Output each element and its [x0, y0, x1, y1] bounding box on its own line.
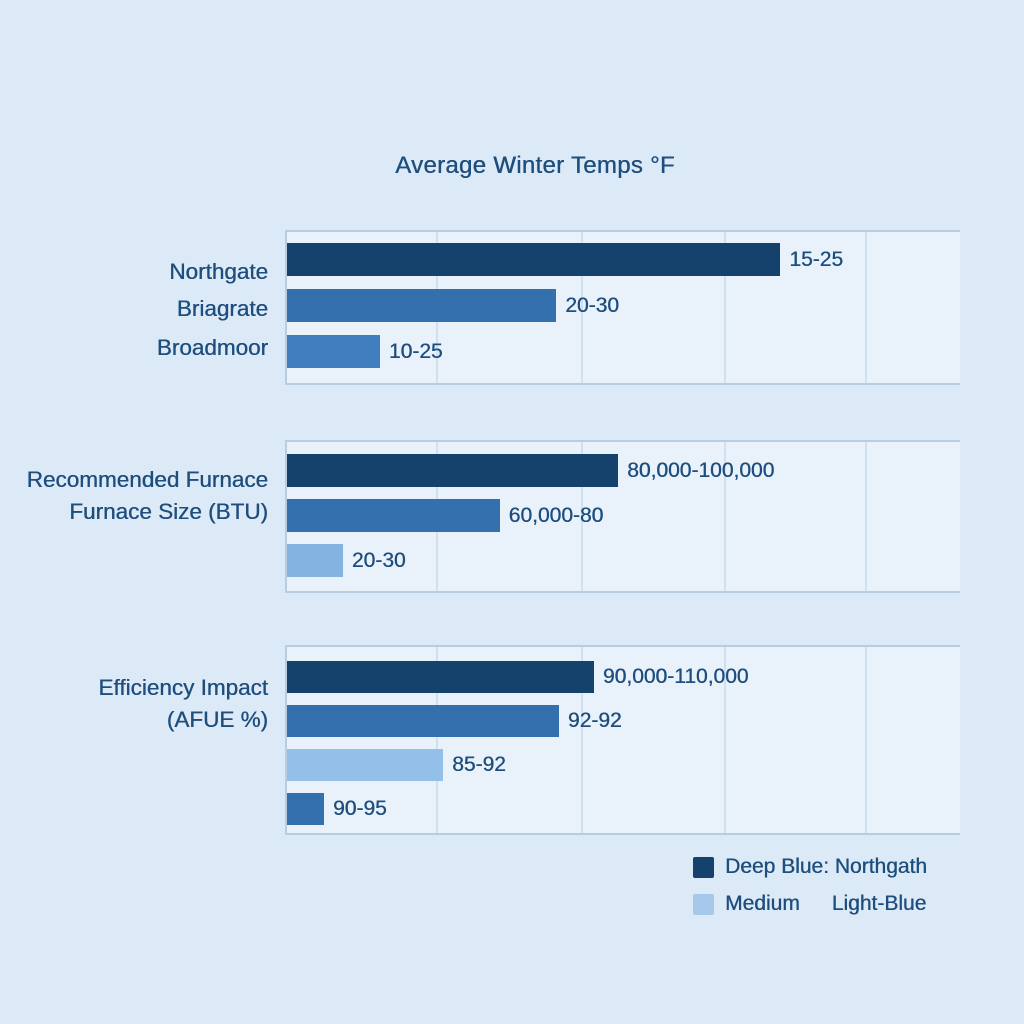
- bar-row: 10-25: [287, 335, 960, 368]
- legend-item-label: Medium: [725, 892, 800, 915]
- bar-row: 15-25: [287, 243, 960, 276]
- bar-row: 20-30: [287, 544, 960, 577]
- legend-row: Deep Blue: Northgath: [693, 855, 927, 879]
- plot-area-1: 15-25 20-30 10-25: [285, 230, 960, 385]
- gridline: [865, 232, 868, 383]
- bar-row: 80,000-100,000: [287, 454, 960, 487]
- bar-value-label: 90,000-110,000: [602, 665, 749, 688]
- bar-value-label: 60,000-80: [508, 503, 604, 527]
- bar-rows: 90,000-110,000 92-92 85-92 90-95: [287, 647, 960, 825]
- section-label-line: Furnace Size (BTU): [69, 499, 268, 524]
- bar: [287, 544, 343, 577]
- gridline: [581, 232, 584, 383]
- bar: [287, 289, 557, 322]
- bar-value-label: 92-92: [567, 709, 622, 732]
- bar-row: 90-95: [287, 793, 960, 825]
- bar: [287, 661, 594, 693]
- bar: [287, 749, 444, 781]
- bar-value-label: 90-95: [333, 797, 387, 820]
- bar-row: 92-92: [287, 705, 960, 737]
- bar-value-label: 20-30: [565, 293, 619, 317]
- legend: Deep Blue: Northgath Medium Light-Blue: [693, 855, 927, 916]
- bar: [287, 243, 781, 276]
- bar: [287, 705, 559, 737]
- gridline: [723, 232, 726, 383]
- legend-swatch: [693, 856, 714, 878]
- bar-value-label: 80,000-100,000: [627, 458, 775, 482]
- gridline: [723, 647, 726, 833]
- bar-rows: 80,000-100,000 60,000-80 20-30: [287, 442, 960, 577]
- chart-title: Average Winter Temps °F: [395, 152, 675, 179]
- section-label: Efficiency Impact (AFUE %): [98, 672, 268, 736]
- bar-value-label: 85-92: [452, 753, 506, 776]
- legend-row: Medium Light-Blue: [693, 892, 927, 916]
- row-label: Broadmoor: [156, 335, 268, 360]
- section-label: Recommended Furnace Furnace Size (BTU): [27, 464, 268, 528]
- row-label: Briagrate: [176, 296, 268, 321]
- legend-swatch: [693, 893, 714, 915]
- section-label-line: (AFUE %): [166, 707, 268, 732]
- bar-row: 90,000-110,000: [287, 661, 960, 693]
- bar-row: 60,000-80: [287, 499, 960, 532]
- gridline: [865, 647, 868, 833]
- bar-row: 85-92: [287, 749, 960, 781]
- legend-item-label: Light-Blue: [831, 892, 927, 915]
- section-label-line: Recommended Furnace: [26, 467, 268, 492]
- bar-value-label: 10-25: [388, 339, 443, 363]
- gridline: [436, 647, 439, 833]
- gridline: [865, 442, 868, 591]
- bar: [287, 793, 324, 825]
- plot-area-3: 90,000-110,000 92-92 85-92 90-95: [285, 645, 960, 835]
- plot-area-2: 80,000-100,000 60,000-80 20-30: [285, 440, 960, 593]
- section-label-line: Efficiency Impact: [98, 675, 268, 700]
- bar-value-label: 20-30: [351, 548, 406, 572]
- row-label: Northgate: [169, 259, 268, 284]
- bar: [287, 454, 619, 487]
- gridline: [581, 647, 584, 833]
- gridline: [581, 442, 584, 591]
- bar-rows: 15-25 20-30 10-25: [287, 232, 960, 368]
- bar: [287, 499, 500, 532]
- gridline: [723, 442, 726, 591]
- legend-item-label: Deep Blue: Northgath: [725, 855, 927, 878]
- bar-row: 20-30: [287, 289, 960, 322]
- bar-value-label: 15-25: [789, 247, 844, 271]
- bar: [287, 335, 380, 368]
